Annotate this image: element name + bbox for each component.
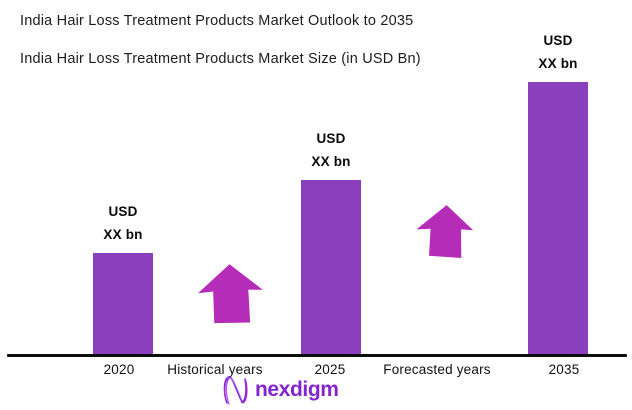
chart-subtitle: India Hair Loss Treatment Products Marke… <box>20 51 421 67</box>
bar-group-2025: USD XX bn <box>291 127 371 356</box>
x-tick-2025: 2025 <box>314 362 346 377</box>
x-annotation-forecasted-years: Forecasted years <box>383 362 491 377</box>
up-arrow-icon <box>198 264 263 324</box>
bar-value-label: USD XX bn <box>103 200 142 246</box>
up-arrow-icon <box>416 205 474 258</box>
bar-value-line2: XX bn <box>103 227 143 242</box>
bar-value-line1: USD <box>108 204 138 219</box>
bar-group-2035: USD XX bn <box>518 29 598 356</box>
bar-value-label: USD XX bn <box>311 127 350 173</box>
x-annotation-historical-years: Historical years <box>167 362 263 377</box>
chart-title: India Hair Loss Treatment Products Marke… <box>20 13 414 29</box>
bar-value-line1: USD <box>543 33 573 48</box>
bar-value-line2: XX bn <box>311 154 351 169</box>
x-tick-2020: 2020 <box>103 362 135 377</box>
bar-group-2020: USD XX bn <box>83 200 163 356</box>
bar-2025 <box>301 180 361 356</box>
x-axis-line <box>7 354 627 357</box>
nexdigm-logo-icon <box>223 376 248 405</box>
nexdigm-logo: nexdigm <box>222 374 339 406</box>
bar-value-label: USD XX bn <box>538 29 577 75</box>
bar-2035 <box>528 82 588 356</box>
bar-value-line2: XX bn <box>538 56 578 71</box>
nexdigm-logo-text: nexdigm <box>255 378 339 401</box>
x-tick-2035: 2035 <box>548 362 580 377</box>
bar-2020 <box>93 253 153 356</box>
bar-value-line1: USD <box>316 131 346 146</box>
